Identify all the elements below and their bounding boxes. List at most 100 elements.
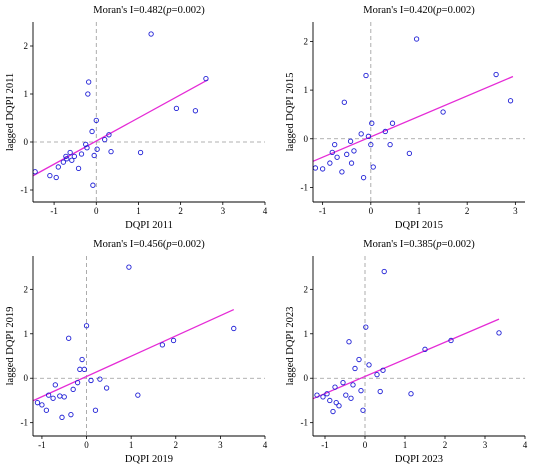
scatter-point	[374, 372, 380, 378]
scatter-point	[92, 407, 99, 413]
x-tick-label: -1	[321, 440, 329, 450]
y-tick-label: -1	[21, 418, 29, 428]
x-axis-label: DQPI 2011	[125, 220, 173, 231]
y-tick-label: 2	[304, 36, 309, 46]
scatter-point	[346, 339, 352, 345]
scatter-point	[173, 105, 180, 112]
title-p-symbol: p	[165, 239, 171, 250]
scatter-point	[312, 165, 319, 171]
scatter-point	[332, 141, 338, 148]
x-tick-label: 2	[443, 440, 448, 450]
scatter-point	[50, 395, 56, 401]
scatter-point	[94, 146, 100, 152]
x-tick-label: 3	[218, 440, 223, 450]
title-p-symbol: p	[435, 239, 441, 250]
scatter-point	[61, 394, 67, 400]
y-tick-label: -1	[301, 418, 309, 428]
scatter-point	[327, 397, 333, 404]
scatter-point	[332, 384, 338, 390]
x-tick-label: 1	[417, 206, 422, 216]
scatter-point	[324, 391, 330, 397]
scatter-point	[406, 150, 413, 157]
title-suffix: =0.002)	[172, 239, 206, 250]
scatter-point	[137, 149, 144, 156]
x-axis-label: DQPI 2015	[395, 220, 443, 231]
scatter-point	[84, 145, 90, 151]
scatter-point	[77, 366, 83, 372]
x-tick-label: 3	[483, 440, 488, 450]
title-prefix: Moran's I=0.482(	[93, 5, 167, 16]
scatter-point	[448, 337, 454, 344]
scatter-point	[330, 408, 336, 415]
title-suffix: =0.002)	[442, 239, 476, 250]
x-tick-label: 4	[523, 440, 528, 450]
x-axis-label: DQPI 2023	[395, 454, 443, 465]
panel-title: Moran's I=0.456(p=0.002)	[93, 239, 205, 250]
x-tick-label: -1	[38, 440, 46, 450]
scatter-point	[334, 154, 340, 160]
scatter-point	[343, 392, 349, 398]
panel-2: -1 0 1 2 3 -1 0 1 2 DQPI 2015 lagged DQPI 2015 Mora…	[285, 5, 525, 231]
title-p-symbol: p	[165, 5, 171, 16]
scatter-point	[389, 120, 396, 126]
scatter-point	[422, 346, 428, 352]
scatter-point	[507, 98, 514, 104]
scatter-point	[340, 380, 346, 386]
scatter-point	[358, 388, 364, 394]
y-tick-label: 0	[24, 373, 29, 383]
scatter-point	[67, 149, 73, 156]
title-prefix: Moran's I=0.385(	[363, 239, 437, 250]
scatter-point	[83, 323, 90, 329]
regression-line	[312, 75, 514, 162]
y-tick-label: 1	[304, 329, 309, 339]
scatter-point	[83, 141, 89, 148]
x-axis-label: DQPI 2019	[125, 454, 173, 465]
x-tick-label: 0	[369, 206, 374, 216]
x-tick-label: 2	[465, 206, 470, 216]
y-tick-label: 2	[24, 41, 29, 51]
x-tick-label: 0	[94, 206, 99, 216]
scatter-point	[68, 412, 74, 418]
y-tick-label: 0	[304, 134, 309, 144]
x-tick-label: 4	[263, 440, 268, 450]
scatter-point	[66, 335, 72, 341]
title-prefix: Moran's I=0.456(	[93, 239, 167, 250]
scatter-point	[93, 117, 99, 124]
scatter-point	[89, 128, 95, 135]
scatter-point	[74, 380, 81, 386]
scatter-point	[336, 403, 342, 409]
scatter-point	[59, 414, 65, 420]
scatter-point	[53, 174, 59, 181]
scatter-point	[75, 165, 82, 172]
scatter-point	[39, 402, 45, 408]
title-suffix: =0.002)	[442, 5, 476, 16]
scatter-point	[86, 79, 92, 85]
scatter-point	[339, 169, 345, 175]
scatter-point	[356, 356, 362, 363]
scatter-point	[43, 407, 50, 413]
panel-title: Moran's I=0.482(p=0.002)	[93, 5, 205, 16]
regression-line	[312, 318, 500, 400]
scatter-point	[347, 138, 354, 144]
scatter-point	[148, 31, 154, 37]
scatter-point	[45, 392, 52, 398]
scatter-point	[135, 392, 141, 398]
scatter-point	[320, 394, 326, 400]
y-tick-label: -1	[21, 185, 29, 195]
x-tick-label: 1	[403, 440, 408, 450]
scatter-point	[369, 120, 375, 126]
scatter-point	[413, 36, 420, 42]
scatter-point	[63, 153, 69, 160]
title-p-symbol: p	[435, 5, 441, 16]
scatter-point	[366, 362, 372, 368]
scatter-point	[363, 72, 369, 79]
y-tick-label: 0	[304, 373, 309, 383]
scatter-point	[351, 148, 357, 154]
y-axis-label: lagged DQPI 2015	[285, 73, 296, 152]
scatter-point	[314, 392, 320, 398]
scatter-point	[348, 160, 355, 166]
x-tick-label: 0	[84, 440, 89, 450]
y-tick-label: 1	[24, 329, 29, 339]
